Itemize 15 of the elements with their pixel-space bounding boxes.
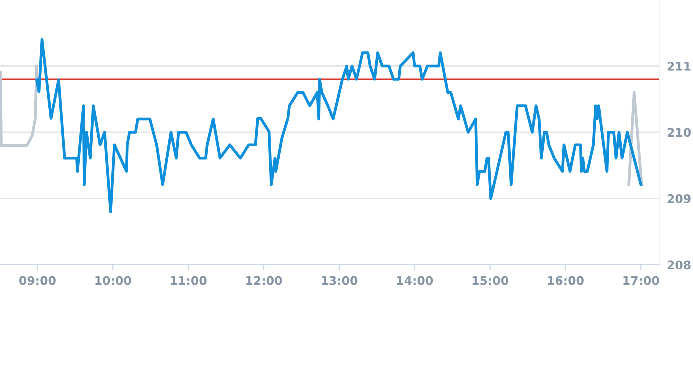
x-tick-label: 10:00 [96, 276, 132, 286]
y-tick-label: 209 [668, 194, 691, 204]
x-tick-label: 12:00 [246, 276, 282, 286]
x-tick-label: 15:00 [472, 276, 509, 286]
line-series [0, 64, 38, 148]
y-tick-label: 211 [668, 62, 691, 71]
y-tick-label: 208 [668, 260, 691, 270]
x-tick-label: 09:00 [19, 276, 56, 286]
x-tick-label: 16:00 [548, 276, 584, 286]
x-tick-label: 17:00 [624, 276, 660, 286]
x-tick-label: 13:00 [322, 276, 358, 286]
y-tick-label: 210 [668, 128, 692, 138]
x-tick-label: 14:00 [397, 276, 434, 286]
x-tick-label: 11:00 [171, 276, 207, 286]
line-series [36, 38, 643, 214]
